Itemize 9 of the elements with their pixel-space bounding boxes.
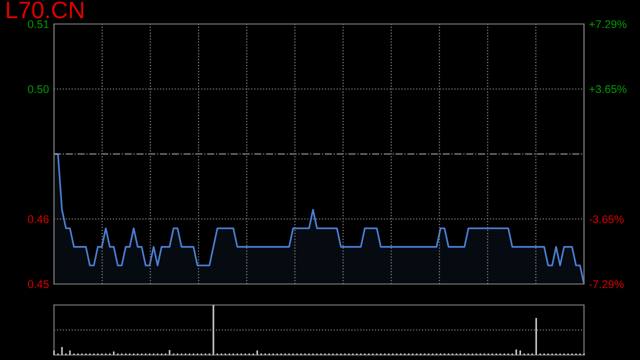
- y-tick-label: 0.51: [28, 20, 49, 28]
- chart-title: L70.CN: [6, 2, 84, 18]
- y2-tick-label: -3.65%: [589, 215, 624, 224]
- y-tick-label: 0.50: [28, 85, 49, 94]
- y-tick-label: 0.46: [28, 215, 49, 224]
- y-tick-label: 0.45: [28, 280, 49, 288]
- y2-tick-label: -7.29%: [589, 280, 624, 288]
- y2-tick-label: +7.29%: [589, 20, 626, 28]
- y2-tick-label: +3.65%: [589, 85, 626, 94]
